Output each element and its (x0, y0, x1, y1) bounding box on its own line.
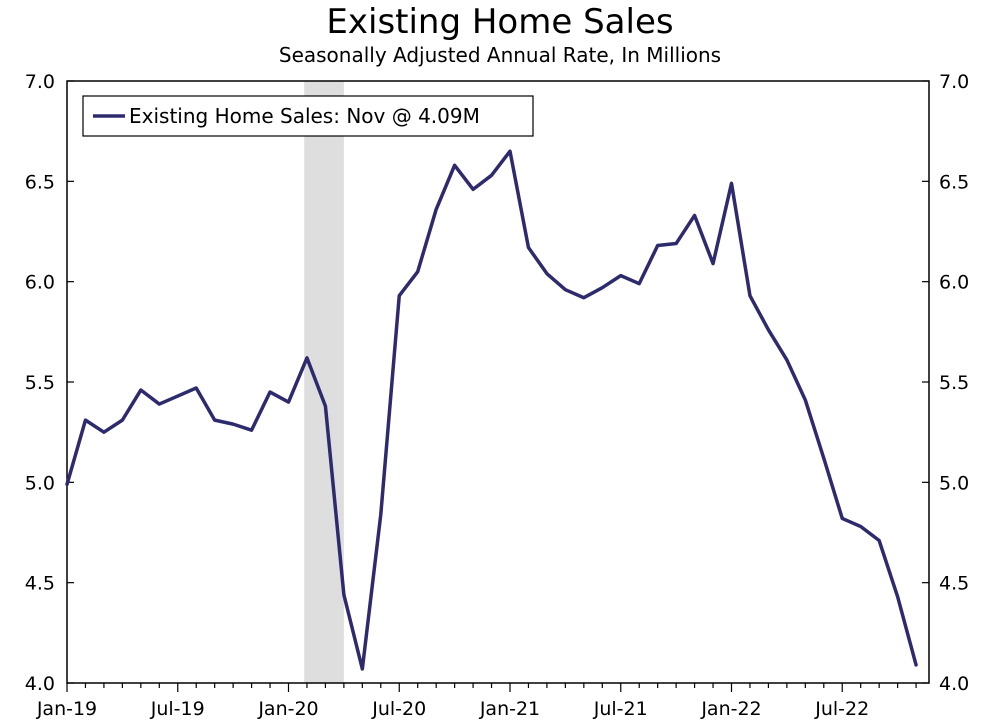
y-tick-label-right: 4.0 (939, 673, 969, 695)
y-tick-label-left: 6.0 (25, 272, 55, 294)
y-tick-label-left: 7.0 (25, 71, 55, 93)
plot-frame (66, 80, 930, 684)
y-tick-label-right: 5.0 (939, 472, 969, 494)
x-tick-label: Jan-22 (700, 698, 761, 720)
x-tick-label: Jul-22 (814, 698, 869, 720)
y-tick-label-right: 6.5 (939, 171, 969, 193)
x-tick-label: Jan-20 (257, 698, 318, 720)
y-tick-label-left: 5.5 (25, 372, 55, 394)
legend-box (82, 95, 534, 137)
chart-subtitle: Seasonally Adjusted Annual Rate, In Mill… (279, 43, 721, 67)
x-tick-label: Jul-20 (371, 698, 426, 720)
series-line-existing-home-sales (65, 149, 918, 671)
recession-shading-layer (304, 81, 344, 683)
x-tick-label: Jul-21 (593, 698, 648, 720)
x-tick-label: Jan-21 (479, 698, 540, 720)
y-tick-label-left: 4.0 (25, 673, 55, 695)
y-tick-label-right: 4.5 (939, 573, 969, 595)
y-tick-label-left: 6.5 (25, 171, 55, 193)
x-tick-label: Jul-19 (150, 698, 205, 720)
y-tick-label-right: 6.0 (939, 272, 969, 294)
series-layer (65, 149, 918, 671)
y-tick-label-right: 5.5 (939, 372, 969, 394)
y-tick-label-right: 7.0 (939, 71, 969, 93)
axes-layer: 4.0 4.0 4.5 4.5 5.0 5.0 5.5 5.5 6.0 6.0 6.5 6.5 7.0 7… (25, 71, 969, 720)
x-tick-label: Jan-19 (36, 698, 97, 720)
recession-shading (304, 81, 344, 683)
legend-label: Existing Home Sales: Nov @ 4.09M (129, 104, 480, 128)
y-tick-label-left: 5.0 (25, 472, 55, 494)
legend: Existing Home Sales: Nov @ 4.09M (82, 95, 534, 137)
chart-title: Existing Home Sales (326, 2, 673, 42)
y-tick-label-left: 4.5 (25, 573, 55, 595)
